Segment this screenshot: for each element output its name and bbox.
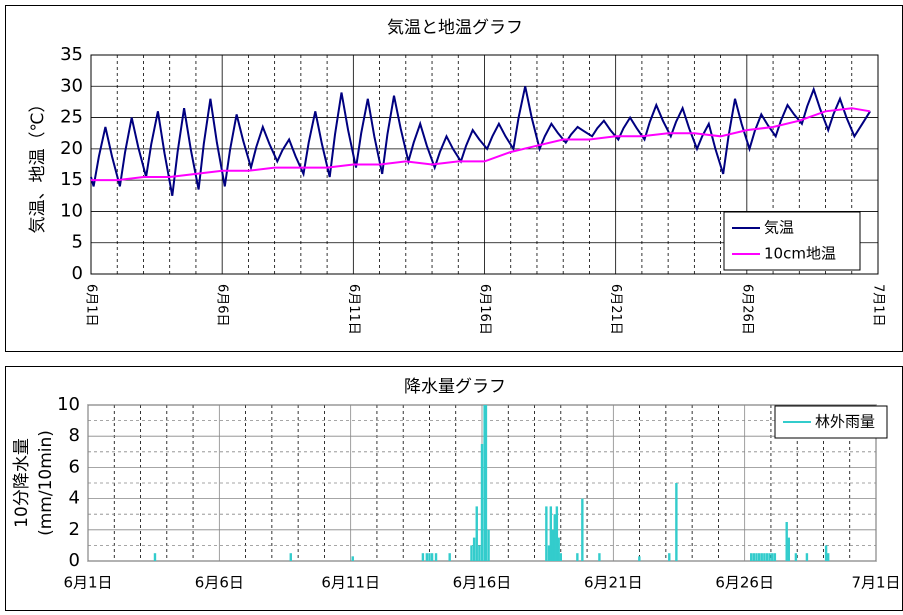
y-tick-label: 8 xyxy=(69,425,80,446)
y-tick-label: 6 xyxy=(69,456,80,477)
bar xyxy=(768,553,771,561)
bar xyxy=(668,553,671,561)
bar xyxy=(483,405,486,561)
bar xyxy=(787,537,790,561)
y-tick-label: 10 xyxy=(60,200,83,221)
bar xyxy=(470,545,473,561)
y-axis-label: 気温、地温（℃） xyxy=(28,95,48,233)
legend-label: 気温 xyxy=(764,219,794,237)
y-tick-label: 20 xyxy=(60,138,83,159)
bar xyxy=(547,545,551,561)
bar xyxy=(576,553,579,561)
y-tick-label: 0 xyxy=(72,263,83,284)
x-tick-label: 7月1日 xyxy=(871,284,886,327)
bar xyxy=(557,537,560,561)
y-tick-label: 30 xyxy=(60,75,83,96)
bar xyxy=(785,522,788,561)
bar xyxy=(448,553,451,561)
bar xyxy=(760,553,763,561)
y-tick-label: 35 xyxy=(60,44,83,65)
y-tick-label: 15 xyxy=(60,169,83,190)
line xyxy=(91,107,871,182)
bar xyxy=(425,553,429,561)
bar xyxy=(581,498,584,561)
y-axis-label: (mm/10min) xyxy=(36,430,56,536)
bar xyxy=(638,556,641,561)
x-tick-label: 6月1日 xyxy=(63,574,112,592)
bar xyxy=(289,553,292,561)
x-tick-label: 6月6日 xyxy=(195,574,244,592)
bar xyxy=(475,506,478,561)
bar xyxy=(824,545,828,561)
x-tick-label: 6月1日 xyxy=(84,284,99,327)
bar xyxy=(484,405,488,561)
bar xyxy=(549,506,553,561)
y-tick-label: 2 xyxy=(69,519,80,540)
x-tick-label: 6月6日 xyxy=(215,284,230,327)
bar xyxy=(421,553,425,561)
bar xyxy=(430,553,434,561)
bar xyxy=(478,545,481,561)
x-tick-label: 6月11日 xyxy=(346,284,361,335)
bar xyxy=(752,553,756,561)
legend-label: 10cm地温 xyxy=(764,245,836,263)
bar xyxy=(551,529,555,561)
bar xyxy=(555,506,559,561)
y-tick-label: 10 xyxy=(57,394,80,415)
chart-title: 気温と地温グラフ xyxy=(387,18,523,38)
x-tick-label: 7月1日 xyxy=(851,574,900,592)
x-tick-label: 6月16日 xyxy=(453,574,512,592)
bar xyxy=(487,529,490,561)
bar xyxy=(351,556,354,561)
y-tick-label: 5 xyxy=(72,232,83,253)
bar xyxy=(428,553,431,561)
bar xyxy=(771,553,774,561)
bar xyxy=(559,553,562,561)
bar xyxy=(434,553,438,561)
bar xyxy=(763,553,766,561)
line xyxy=(90,86,871,196)
y-axis-label: 10分降水量 xyxy=(12,438,32,528)
y-tick-label: 25 xyxy=(60,107,83,128)
bar xyxy=(480,444,484,561)
legend xyxy=(723,211,861,271)
bar xyxy=(773,553,777,561)
chart-title: 降水量グラフ xyxy=(404,377,506,397)
legend-label: 林外雨量 xyxy=(815,413,875,431)
bar xyxy=(598,553,601,561)
x-tick-label: 6月21日 xyxy=(608,284,623,335)
bar xyxy=(826,553,830,561)
bar xyxy=(545,506,548,561)
bar xyxy=(153,553,157,561)
bar xyxy=(794,553,798,561)
x-tick-label: 6月21日 xyxy=(584,574,643,592)
y-tick-label: 4 xyxy=(69,488,80,509)
bar xyxy=(755,553,758,561)
bar xyxy=(553,514,556,561)
bar xyxy=(757,553,761,561)
bar xyxy=(750,553,753,561)
x-tick-label: 6月16日 xyxy=(477,284,492,335)
x-tick-label: 6月11日 xyxy=(321,574,380,592)
bar xyxy=(675,483,678,561)
x-tick-label: 6月26日 xyxy=(739,284,754,335)
x-tick-label: 6月26日 xyxy=(715,574,774,592)
bar xyxy=(805,553,809,561)
bar xyxy=(765,553,769,561)
bar xyxy=(472,537,476,561)
y-tick-label: 0 xyxy=(69,550,80,571)
